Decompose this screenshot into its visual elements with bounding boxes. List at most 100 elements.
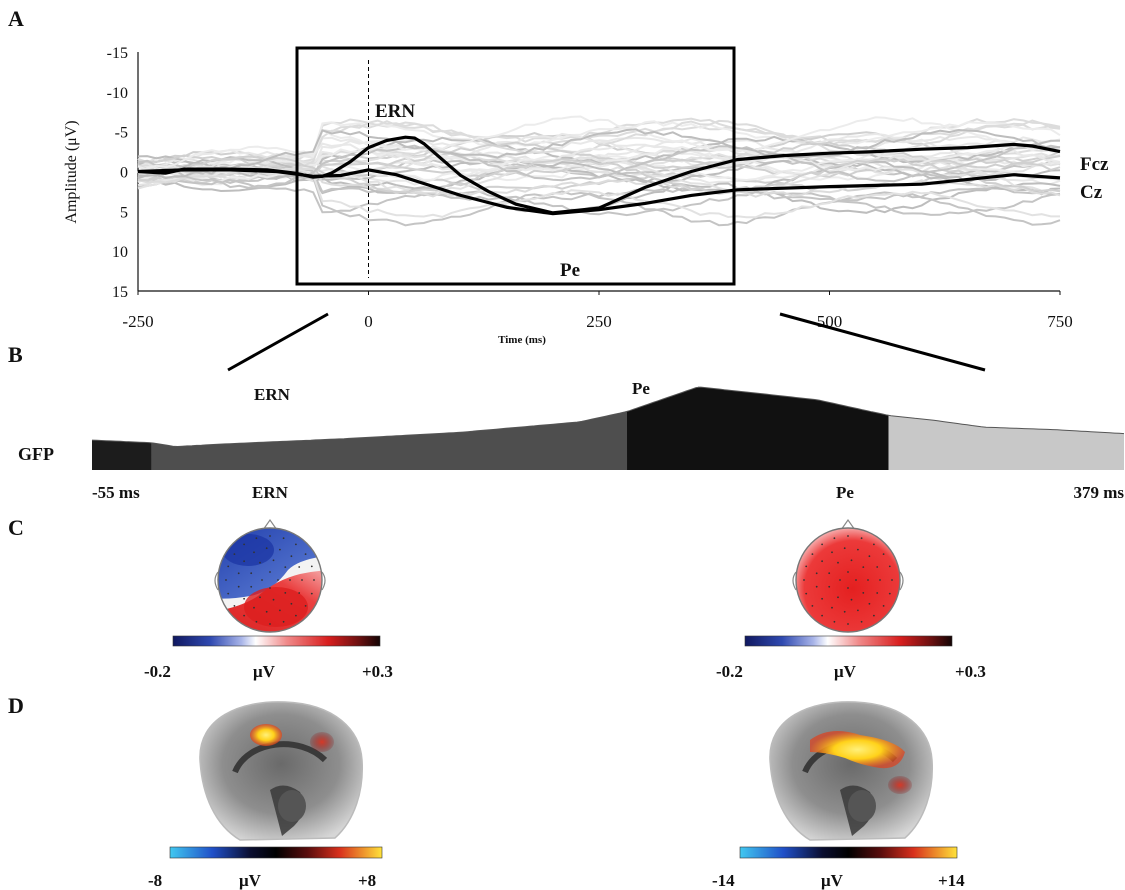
gfp-segment-label-ern: ERN bbox=[252, 483, 289, 502]
electrode-dot bbox=[879, 579, 881, 581]
electrode-dot bbox=[259, 596, 261, 598]
electrode-dot bbox=[279, 549, 281, 551]
electrode-dot bbox=[831, 551, 833, 553]
electrode-dot bbox=[243, 615, 245, 617]
colorbar-src-ern-max: +8 bbox=[358, 871, 376, 890]
electrode-dot bbox=[269, 571, 271, 573]
electrode-dot bbox=[289, 579, 291, 581]
electrode-dot bbox=[243, 544, 245, 546]
electrode-dot bbox=[805, 566, 807, 568]
electrode-dot bbox=[238, 586, 240, 588]
electrode-dot bbox=[844, 547, 846, 549]
gfp-segment bbox=[889, 415, 1124, 470]
electrode-dot bbox=[876, 566, 878, 568]
electrode-dot bbox=[291, 555, 293, 557]
y-tick-label: -15 bbox=[107, 45, 128, 62]
electrode-dot bbox=[851, 599, 853, 601]
electrode-dot bbox=[847, 623, 849, 625]
electrode-dot bbox=[844, 611, 846, 613]
colorbar-topo-pe bbox=[745, 636, 952, 646]
electrode-dot bbox=[283, 537, 285, 539]
electrode-dot bbox=[857, 610, 859, 612]
electrode-dot bbox=[883, 605, 885, 607]
electrode-dot bbox=[238, 572, 240, 574]
y-tick-label: 0 bbox=[120, 165, 128, 182]
electrode-dot bbox=[828, 586, 830, 588]
annotation-ern: ERN bbox=[375, 101, 415, 122]
electrode-dot bbox=[301, 579, 303, 581]
electrode-dot bbox=[805, 593, 807, 595]
electrode-dot bbox=[298, 592, 300, 594]
colorbar-ern-unit: μV bbox=[253, 662, 276, 681]
y-tick-label: 10 bbox=[112, 244, 128, 261]
zoom-connector-right bbox=[780, 314, 985, 370]
electrode-dot bbox=[861, 621, 863, 623]
electrode-dot bbox=[803, 579, 805, 581]
electrode-dot bbox=[261, 579, 263, 581]
electrode-dot bbox=[253, 551, 255, 553]
electrode-dot bbox=[855, 579, 857, 581]
electrode-dot bbox=[851, 559, 853, 561]
electrode-dot bbox=[889, 593, 891, 595]
electrode-dot bbox=[816, 572, 818, 574]
electrode-dot bbox=[311, 566, 313, 568]
electrode-dot bbox=[227, 593, 229, 595]
gfp-annotation-pe: Pe bbox=[632, 379, 650, 398]
electrode-dot bbox=[295, 615, 297, 617]
electrode-dot bbox=[256, 621, 258, 623]
electrode-dot bbox=[277, 579, 279, 581]
electrode-dot bbox=[283, 621, 285, 623]
gfp-range-end: 379 ms bbox=[1073, 483, 1124, 502]
x-tick-label: 750 bbox=[1047, 312, 1073, 331]
electrode-dot bbox=[259, 562, 261, 564]
electrode-dot bbox=[816, 586, 818, 588]
electrode-dot bbox=[227, 566, 229, 568]
colorbar-source-pe bbox=[740, 847, 957, 858]
colorbar-src-pe-unit: μV bbox=[821, 871, 844, 890]
y-tick-label: 15 bbox=[112, 284, 128, 301]
electrode-dot bbox=[279, 610, 281, 612]
electrode-dot bbox=[862, 566, 864, 568]
electrode-dot bbox=[284, 592, 286, 594]
source-map-pe bbox=[770, 702, 932, 840]
electrode-dot bbox=[305, 553, 307, 555]
source-map-ern bbox=[200, 702, 362, 840]
panel-label-b: B bbox=[8, 342, 23, 367]
electrode-dot bbox=[876, 592, 878, 594]
electrode-dot bbox=[250, 572, 252, 574]
electrode-dot bbox=[869, 603, 871, 605]
electrode-dot bbox=[867, 579, 869, 581]
electrode-dot bbox=[828, 572, 830, 574]
electrode-dot bbox=[821, 544, 823, 546]
x-tick-label: 0 bbox=[364, 312, 373, 331]
colorbar-source-ern bbox=[170, 847, 382, 858]
electrode-dot bbox=[305, 605, 307, 607]
electrode-dot bbox=[291, 603, 293, 605]
panel-label-a: A bbox=[8, 6, 24, 31]
electrode-dot bbox=[284, 566, 286, 568]
electrode-dot bbox=[812, 605, 814, 607]
electrode-dot bbox=[891, 579, 893, 581]
electrode-dot bbox=[250, 586, 252, 588]
electrode-dot bbox=[857, 549, 859, 551]
zoom-connector-left bbox=[228, 314, 328, 370]
gfp-annotation-ern: ERN bbox=[254, 385, 291, 404]
series-label-cz: Cz bbox=[1080, 182, 1103, 203]
electrode-dot bbox=[256, 537, 258, 539]
electrode-dot bbox=[269, 535, 271, 537]
electrode-dot bbox=[313, 579, 315, 581]
electrode-dot bbox=[821, 615, 823, 617]
electrode-dot bbox=[869, 555, 871, 557]
colorbar-src-ern-min: -8 bbox=[148, 871, 162, 890]
colorbar-src-pe-min: -14 bbox=[712, 871, 735, 890]
colorbar-pe-unit: μV bbox=[834, 662, 857, 681]
y-tick-label: 5 bbox=[120, 204, 128, 221]
electrode-dot bbox=[834, 621, 836, 623]
annotation-pe: Pe bbox=[560, 260, 580, 281]
electrode-dot bbox=[269, 623, 271, 625]
electrode-dot bbox=[269, 587, 271, 589]
electrode-dot bbox=[847, 535, 849, 537]
electrode-dot bbox=[873, 615, 875, 617]
